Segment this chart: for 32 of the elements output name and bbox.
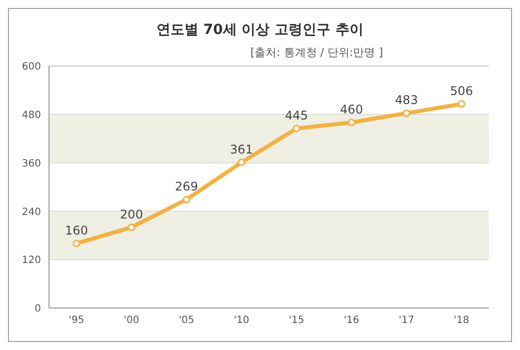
point (238, 158, 246, 166)
point (348, 118, 356, 126)
x-tick-label: '95 (68, 315, 84, 326)
y-tick-label: 240 (22, 206, 41, 218)
x-tick-label: '17 (398, 315, 414, 326)
chart-title: 연도별 70세 이상 고령인구 추이 (156, 21, 364, 39)
point (292, 124, 300, 132)
y-tick-label: 120 (22, 255, 41, 266)
chart-subtitle: [출처: 통계청 / 단위:만명 ] (249, 45, 383, 60)
x-tick-label: '00 (124, 315, 140, 326)
x-tick-label: '05 (178, 315, 194, 326)
point (128, 224, 136, 232)
data-label: 269 (175, 180, 198, 194)
y-tick-label: 480 (22, 110, 41, 121)
y-tick-label: 360 (22, 158, 41, 170)
x-tick-label: '16 (344, 315, 360, 326)
data-label: 483 (395, 93, 418, 108)
point (402, 109, 410, 117)
data-label: 506 (450, 84, 473, 98)
x-tick-label: '10 (234, 315, 250, 326)
point (72, 240, 80, 248)
data-label: 460 (340, 102, 363, 116)
y-tick-label: 0 (34, 304, 41, 315)
data-label: 361 (230, 142, 253, 156)
data-label: 200 (120, 207, 143, 222)
y-tick-label: 600 (22, 62, 41, 73)
point (182, 196, 190, 204)
data-label: 160 (65, 223, 88, 238)
point (458, 100, 466, 108)
x-tick-label: '15 (288, 315, 304, 326)
x-tick-label: '18 (454, 315, 470, 326)
data-label: 445 (285, 108, 308, 123)
